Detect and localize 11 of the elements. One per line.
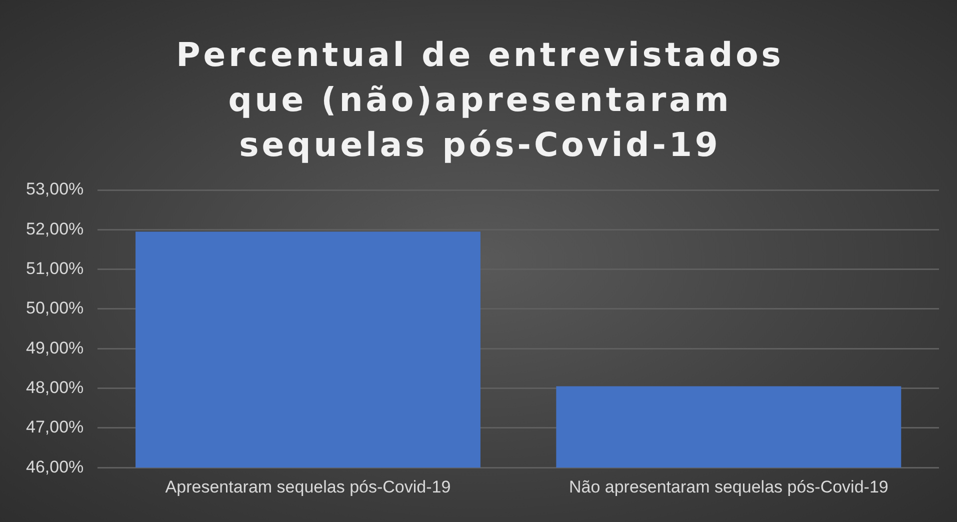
y-tick-label: 48,00%: [26, 378, 84, 397]
x-tick-label: Apresentaram sequelas pós-Covid-19: [165, 477, 451, 496]
y-tick-label: 51,00%: [26, 259, 84, 278]
x-tick-label: Não apresentaram sequelas pós-Covid-19: [568, 477, 888, 496]
y-tick-label: 49,00%: [26, 338, 84, 358]
y-tick-label: 53,00%: [26, 180, 84, 199]
y-tick-label: 46,00%: [26, 457, 84, 476]
chart-title: Percentual de entrevistados que (não)apresentaram sequelas pós-Covid-19: [175, 34, 785, 166]
y-tick-label: 47,00%: [26, 418, 84, 437]
y-tick-label: 50,00%: [26, 298, 84, 318]
y-tick-label: 52,00%: [26, 219, 84, 238]
